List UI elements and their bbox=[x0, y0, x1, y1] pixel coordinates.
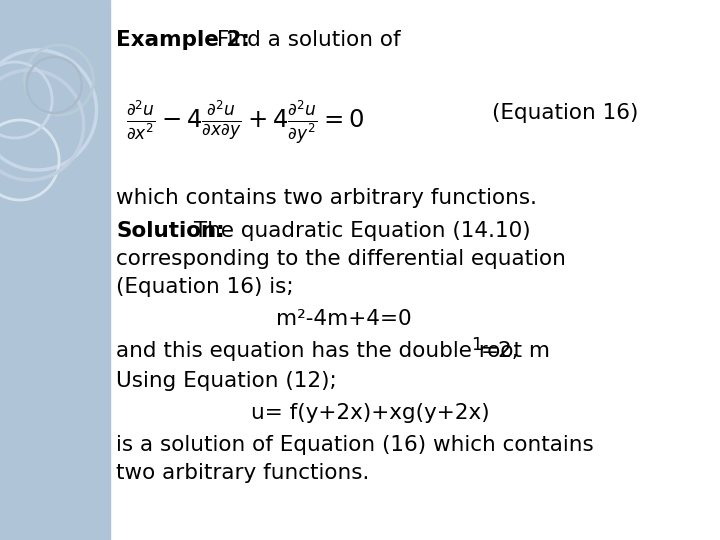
Text: (Equation 16) is;: (Equation 16) is; bbox=[116, 277, 294, 297]
Text: The quadratic Equation (14.10): The quadratic Equation (14.10) bbox=[187, 221, 531, 241]
FancyBboxPatch shape bbox=[0, 0, 110, 540]
Text: Using Equation (12);: Using Equation (12); bbox=[116, 371, 337, 391]
Text: =2,: =2, bbox=[480, 341, 519, 361]
Text: is a solution of Equation (16) which contains: is a solution of Equation (16) which con… bbox=[116, 435, 594, 455]
Text: Find a solution of: Find a solution of bbox=[210, 30, 400, 50]
Text: Solution:: Solution: bbox=[116, 221, 225, 241]
Text: $\frac{\partial^2 u}{\partial x^2}-4\frac{\partial^2 u}{\partial x \partial y}+4: $\frac{\partial^2 u}{\partial x^2}-4\fra… bbox=[126, 98, 364, 146]
Text: u= f(y+2x)+xg(y+2x): u= f(y+2x)+xg(y+2x) bbox=[251, 403, 490, 423]
Text: (Equation 16): (Equation 16) bbox=[492, 103, 639, 123]
Text: Example 2:: Example 2: bbox=[116, 30, 250, 50]
Text: two arbitrary functions.: two arbitrary functions. bbox=[116, 463, 369, 483]
Text: 1: 1 bbox=[472, 336, 482, 354]
Text: which contains two arbitrary functions.: which contains two arbitrary functions. bbox=[116, 188, 537, 208]
Text: m²-4m+4=0: m²-4m+4=0 bbox=[276, 309, 411, 329]
Text: corresponding to the differential equation: corresponding to the differential equati… bbox=[116, 249, 566, 269]
Text: and this equation has the double root m: and this equation has the double root m bbox=[116, 341, 550, 361]
